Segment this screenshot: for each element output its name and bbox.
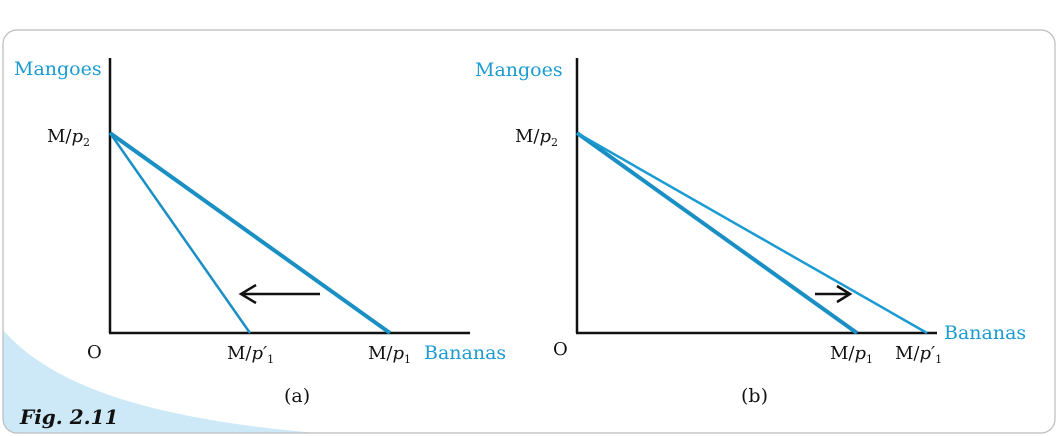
panel-b-x-axis-name: Bananas (944, 322, 1026, 344)
panel-a-origin-label: O (87, 342, 102, 363)
panel-a-y-intercept-label: M/p2 (47, 126, 90, 149)
panel-b-y-axis-name: Mangoes (475, 59, 563, 81)
decorative-wave (3, 330, 360, 433)
panel-b-original-budget-line (575, 131, 859, 335)
panel-b-x-intercept-original-label: M/p1 (830, 343, 873, 366)
panel-b-shift-arrow (815, 284, 853, 304)
panel-a-x-intercept-original-label: M/p1 (368, 343, 411, 366)
panel-b-x-intercept-new-label: M/p′1 (895, 343, 942, 366)
panel-a: Mangoes M/p2 O M/p′1 M/p1 Bananas (a) (14, 58, 506, 407)
panel-a-new-budget-line (108, 132, 252, 334)
panel-b: Mangoes M/p2 O M/p1 M/p′1 Bananas (b) (475, 58, 1026, 407)
panel-a-original-budget-line (108, 131, 392, 335)
panel-a-label: (a) (284, 385, 310, 407)
figure-caption: Fig. 2.11 (19, 405, 118, 429)
panel-a-shift-arrow (238, 283, 320, 305)
panel-b-origin-label: O (553, 339, 568, 360)
panel-a-x-axis-name: Bananas (424, 342, 506, 364)
panel-b-y-intercept-label: M/p2 (515, 126, 558, 149)
panel-b-new-budget-line (576, 131, 928, 335)
panel-a-y-axis-name: Mangoes (14, 58, 102, 80)
panel-a-x-intercept-new-label: M/p′1 (227, 343, 274, 366)
figure-border (2, 29, 1056, 434)
panel-b-label: (b) (741, 385, 768, 407)
